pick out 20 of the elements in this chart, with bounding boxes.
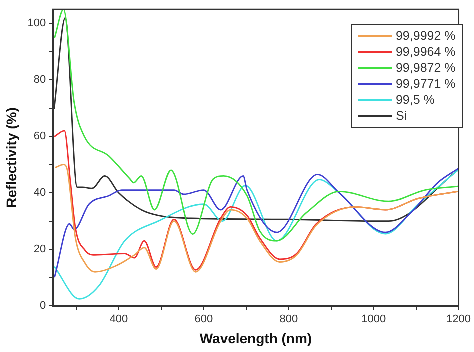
y-tick-label: 20 xyxy=(34,244,46,256)
line-series xyxy=(54,170,459,300)
y-axis-title: Reflectivity (%) xyxy=(3,108,20,208)
x-axis-title: Wavelength (nm) xyxy=(200,330,312,346)
y-tick-label: 100 xyxy=(28,18,46,30)
x-tick-label: 1200 xyxy=(446,314,472,326)
y-tick-label: 60 xyxy=(34,130,46,143)
legend-label: 99,5 % xyxy=(396,92,435,107)
legend-label: 99,9992 % xyxy=(396,28,456,43)
legend-label: 99,9771 % xyxy=(396,76,456,91)
x-tick-label: 400 xyxy=(110,314,128,326)
legend-label: Si xyxy=(396,108,408,123)
x-tick-label: 1000 xyxy=(362,314,386,326)
x-tick-label: 800 xyxy=(280,314,298,326)
y-tick-label: 40 xyxy=(34,187,46,200)
y-tick-label: 0 xyxy=(40,300,46,312)
legend-label: 99,9964 % xyxy=(396,44,456,59)
legend-label: 99,9872 % xyxy=(396,60,456,75)
x-tick-label: 600 xyxy=(194,314,214,326)
y-tick-label: 80 xyxy=(34,74,46,86)
